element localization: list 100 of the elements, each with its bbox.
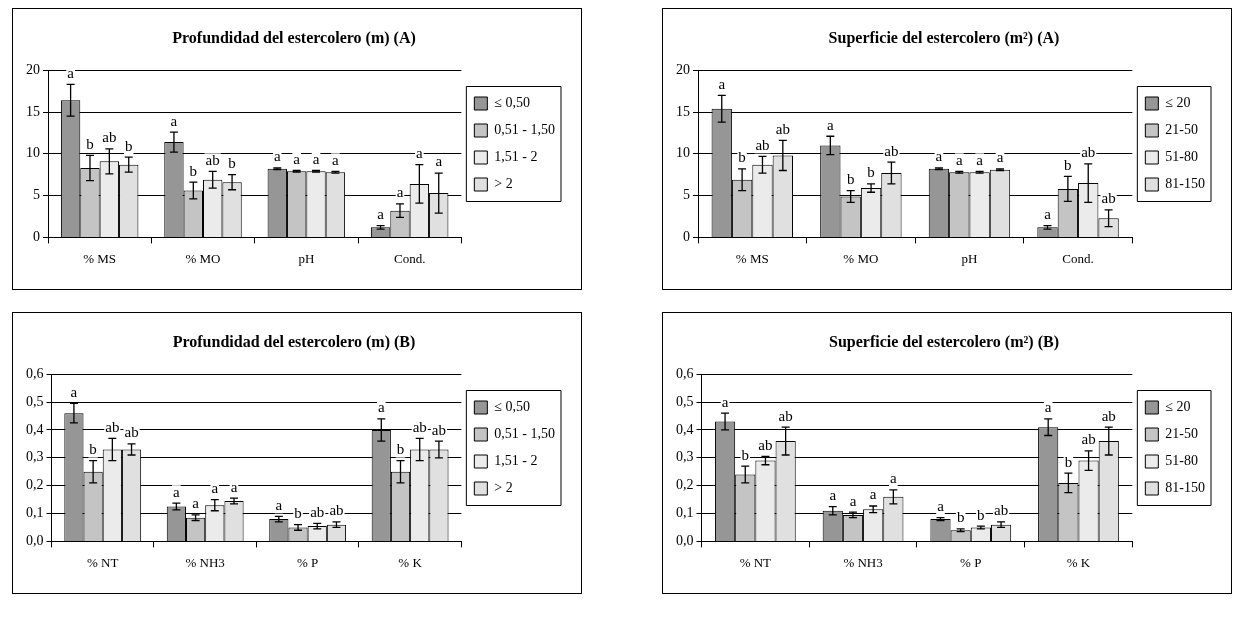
x-tick-label: Cond. xyxy=(1062,250,1094,266)
y-tick-label: 0,0 xyxy=(26,533,44,549)
data-label: ab xyxy=(412,418,427,435)
legend-label: 81-150 xyxy=(1165,176,1206,192)
legend-label: 51-80 xyxy=(1165,453,1199,469)
x-tick-label: Cond. xyxy=(393,250,426,266)
y-tick-label: 0,4 xyxy=(676,421,694,437)
data-label: ab xyxy=(105,418,120,435)
chart-title: Profundidad del estercolero (m) (B) xyxy=(172,332,416,351)
legend-label: ≤ 20 xyxy=(1165,399,1191,415)
x-tick-label: % K xyxy=(1066,554,1091,570)
data-label: b xyxy=(124,137,133,154)
data-label: ab xyxy=(755,136,770,153)
data-label: ab xyxy=(102,129,117,146)
x-tick-label: % K xyxy=(398,554,423,570)
data-label: b xyxy=(1064,453,1073,470)
legend-label: > 2 xyxy=(494,480,513,496)
legend-label: 0,51 - 1,50 xyxy=(494,122,556,138)
data-label: a xyxy=(829,487,837,503)
data-label: a xyxy=(312,150,320,167)
x-tick-label: % MO xyxy=(843,250,879,266)
legend-label: 21-50 xyxy=(1165,122,1199,138)
data-label: a xyxy=(718,75,726,92)
x-tick-label: % MS xyxy=(735,250,769,266)
data-label: a xyxy=(230,478,238,495)
data-label: a xyxy=(721,393,729,410)
y-tick-label: 5 xyxy=(683,187,690,203)
data-label: b xyxy=(228,155,236,172)
chart-title: Profundidad del estercolero (m) (A) xyxy=(172,28,416,47)
x-tick-label: pH xyxy=(298,250,315,266)
data-label: b xyxy=(738,149,746,166)
data-label: b xyxy=(86,135,94,152)
data-label: a xyxy=(416,145,424,162)
legend-label: 51-80 xyxy=(1165,149,1199,165)
legend-label: 81-150 xyxy=(1165,480,1206,496)
data-label: b xyxy=(1064,156,1072,173)
y-tick-label: 0,2 xyxy=(26,477,44,493)
y-tick-label: 15 xyxy=(26,103,40,119)
y-tick-label: 0 xyxy=(33,229,40,245)
data-label: a xyxy=(293,150,301,167)
data-label: a xyxy=(211,480,219,497)
x-tick-label: % MO xyxy=(185,250,221,266)
chart-title: Superficie del estercolero (m²) (B) xyxy=(829,332,1059,351)
data-label: a xyxy=(890,470,898,487)
x-tick-label: % NH3 xyxy=(843,554,883,570)
data-label: b xyxy=(867,164,875,181)
y-tick-label: 0,1 xyxy=(676,505,694,521)
y-tick-label: 0,3 xyxy=(676,449,694,465)
x-tick-label: % NT xyxy=(739,554,772,570)
data-label: ab xyxy=(1101,190,1116,207)
data-label: b xyxy=(396,441,405,458)
data-label: a xyxy=(996,149,1004,166)
data-label: a xyxy=(937,498,945,515)
data-label: a xyxy=(173,483,181,500)
y-tick-label: 20 xyxy=(676,61,690,77)
y-tick-label: 0,5 xyxy=(26,393,44,409)
x-tick-label: % NH3 xyxy=(185,554,225,570)
data-label: b xyxy=(294,505,302,522)
data-label: a xyxy=(67,64,75,81)
y-tick-label: 0 xyxy=(683,229,690,245)
data-label: ab xyxy=(1081,144,1096,161)
y-tick-label: 15 xyxy=(676,103,690,119)
y-tick-label: 20 xyxy=(26,61,40,77)
y-tick-label: 0,0 xyxy=(676,533,694,549)
data-label: a xyxy=(1044,399,1052,416)
x-tick-label: % P xyxy=(960,554,982,570)
data-label: ab xyxy=(124,424,139,441)
data-label: ab xyxy=(993,502,1009,519)
legend-label: ≤ 0,50 xyxy=(494,399,531,415)
data-label: ab xyxy=(775,120,790,137)
data-label: ab xyxy=(431,421,447,438)
data-label: b xyxy=(977,506,985,523)
data-label: a xyxy=(849,492,857,509)
legend-label: 1,51 - 2 xyxy=(494,149,538,165)
data-label: a xyxy=(332,151,340,168)
legend-label: 21-50 xyxy=(1165,426,1199,442)
data-label: a xyxy=(377,206,385,223)
data-label: a xyxy=(275,496,283,513)
data-label: b xyxy=(89,441,97,458)
data-label: b xyxy=(189,162,198,179)
y-tick-label: 5 xyxy=(33,187,40,203)
data-label: ab xyxy=(758,436,773,453)
data-label: b xyxy=(741,446,750,463)
x-tick-label: % NT xyxy=(87,554,119,570)
data-label: b xyxy=(846,171,855,188)
legend-label: ≤ 0,50 xyxy=(494,95,531,111)
data-label: a xyxy=(976,151,984,168)
data-label: ab xyxy=(205,151,220,168)
y-tick-label: 0,2 xyxy=(676,477,694,493)
data-label: a xyxy=(273,148,281,165)
x-tick-label: % MS xyxy=(83,250,117,266)
data-label: ab xyxy=(1101,407,1116,424)
data-label: a xyxy=(396,184,404,201)
data-label: a xyxy=(935,148,943,165)
x-tick-label: pH xyxy=(961,250,978,266)
y-tick-label: 0,6 xyxy=(676,365,694,381)
legend-label: > 2 xyxy=(494,176,513,192)
y-tick-label: 0,5 xyxy=(676,393,694,409)
data-label: a xyxy=(377,399,385,416)
y-tick-label: 0,4 xyxy=(26,421,44,437)
